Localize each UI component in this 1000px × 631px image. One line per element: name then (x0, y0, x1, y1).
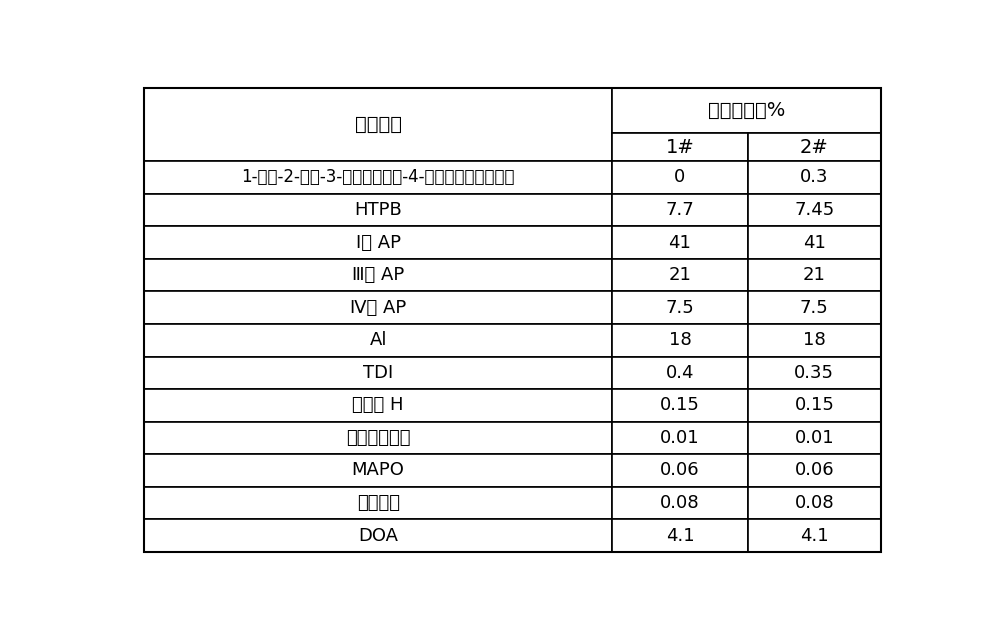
Text: 18: 18 (669, 331, 691, 349)
Text: 7.5: 7.5 (800, 298, 829, 317)
Text: 0.01: 0.01 (660, 429, 700, 447)
Text: 0.06: 0.06 (795, 461, 834, 480)
Bar (144, 454, 612, 487)
Bar (144, 519, 612, 552)
Text: 4.1: 4.1 (666, 527, 694, 545)
Bar (144, 422, 612, 454)
Text: 7.5: 7.5 (666, 298, 694, 317)
Bar (748, 259, 881, 292)
Bar (748, 454, 881, 487)
Bar (144, 324, 612, 357)
Text: 0.01: 0.01 (795, 429, 834, 447)
Text: 0.15: 0.15 (794, 396, 834, 415)
Bar (748, 324, 881, 357)
Text: 1-丙基-2-庚基-3-异氰酸酯壬基-4-异氰酸酯丁基环己烷: 1-丙基-2-庚基-3-异氰酸酯壬基-4-异氰酸酯丁基环己烷 (241, 168, 515, 186)
Bar (612, 259, 748, 292)
Bar (144, 194, 612, 227)
Bar (144, 259, 612, 292)
Text: 41: 41 (669, 233, 691, 252)
Bar (144, 292, 612, 324)
Text: 18: 18 (803, 331, 826, 349)
Text: 三乙醇胺: 三乙醇胺 (357, 494, 400, 512)
Text: 41: 41 (803, 233, 826, 252)
Bar (748, 422, 881, 454)
Text: 0.08: 0.08 (660, 494, 700, 512)
Bar (144, 389, 612, 422)
Bar (612, 194, 748, 227)
Text: 7.7: 7.7 (666, 201, 694, 219)
Text: Ⅰ类 AP: Ⅰ类 AP (356, 233, 401, 252)
Bar (748, 519, 881, 552)
Text: DOA: DOA (358, 527, 398, 545)
Text: 三苯基氯化锡: 三苯基氯化锡 (346, 429, 410, 447)
Bar (748, 133, 881, 161)
Text: 21: 21 (803, 266, 826, 284)
Text: 0.06: 0.06 (660, 461, 700, 480)
Text: MAPO: MAPO (352, 461, 405, 480)
Bar (748, 194, 881, 227)
Text: HTPB: HTPB (354, 201, 402, 219)
Bar (144, 487, 612, 519)
Text: TDI: TDI (363, 364, 393, 382)
Text: Al: Al (369, 331, 387, 349)
Bar (612, 133, 748, 161)
Text: 防老剂 H: 防老剂 H (352, 396, 404, 415)
Text: 2#: 2# (800, 138, 829, 156)
Bar (144, 161, 612, 194)
Text: 0.4: 0.4 (666, 364, 694, 382)
Bar (612, 161, 748, 194)
Bar (612, 357, 748, 389)
Bar (748, 357, 881, 389)
Bar (144, 88, 612, 161)
Text: 0.3: 0.3 (800, 168, 829, 186)
Bar (748, 389, 881, 422)
Bar (144, 357, 612, 389)
Text: 21: 21 (669, 266, 691, 284)
Bar (748, 161, 881, 194)
Text: 1#: 1# (666, 138, 694, 156)
Bar (612, 88, 881, 133)
Text: 7.45: 7.45 (794, 201, 834, 219)
Bar (612, 487, 748, 519)
Bar (612, 227, 748, 259)
Bar (144, 227, 612, 259)
Bar (612, 324, 748, 357)
Text: 0.15: 0.15 (660, 396, 700, 415)
Bar (612, 389, 748, 422)
Text: 0: 0 (674, 168, 686, 186)
Text: 0.08: 0.08 (795, 494, 834, 512)
Bar (748, 487, 881, 519)
Bar (612, 454, 748, 487)
Bar (612, 292, 748, 324)
Text: 0.35: 0.35 (794, 364, 834, 382)
Bar (748, 292, 881, 324)
Bar (612, 422, 748, 454)
Bar (748, 227, 881, 259)
Bar (612, 519, 748, 552)
Text: Ⅳ类 AP: Ⅳ类 AP (350, 298, 406, 317)
Text: 配方组成: 配方组成 (355, 115, 402, 134)
Text: 4.1: 4.1 (800, 527, 829, 545)
Text: Ⅲ类 AP: Ⅲ类 AP (352, 266, 404, 284)
Text: 质量百分数%: 质量百分数% (708, 101, 785, 120)
